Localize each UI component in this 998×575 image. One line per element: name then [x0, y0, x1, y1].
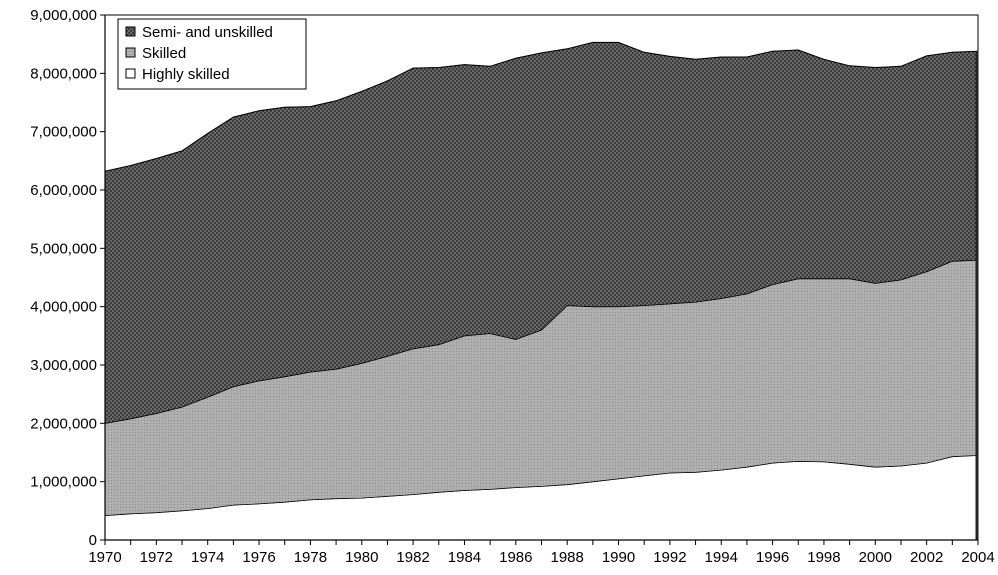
x-tick-label: 1990	[602, 549, 635, 566]
x-tick-label: 1988	[550, 549, 583, 566]
area-edge-semi-and-unskilled	[104, 41, 979, 172]
y-tick-label: 7,000,000	[30, 124, 97, 141]
x-tick-label: 1972	[140, 549, 173, 566]
x-tick-label: 1986	[499, 549, 532, 566]
x-tick-label: 1998	[807, 549, 840, 566]
x-tick-label: 1992	[653, 549, 686, 566]
x-tick-label: 1994	[705, 549, 738, 566]
legend-swatch-highly-skilled	[125, 68, 136, 79]
x-tick-label: 2004	[961, 549, 994, 566]
x-tick-label: 1996	[756, 549, 789, 566]
legend-box	[117, 18, 307, 90]
x-tick-label: 1982	[396, 549, 429, 566]
legend-swatch-skilled	[125, 47, 136, 58]
y-tick-label: 3,000,000	[30, 357, 97, 374]
y-tick-label: 5,000,000	[30, 240, 97, 257]
legend-label-highly-skilled: Highly skilled	[142, 66, 230, 83]
x-tick-label: 1978	[294, 549, 327, 566]
x-tick-label: 1970	[88, 549, 121, 566]
x-tick-label: 2002	[910, 549, 943, 566]
y-tick-label: 2,000,000	[30, 415, 97, 432]
x-tick-label: 1974	[191, 549, 224, 566]
legend-label-skilled: Skilled	[142, 45, 186, 62]
x-tick-label: 2000	[859, 549, 892, 566]
legend-label-semi-and-unskilled: Semi- and unskilled	[142, 24, 273, 41]
y-tick-label: 8,000,000	[30, 65, 97, 82]
area-highly-skilled	[105, 455, 978, 540]
x-tick-label: 1984	[448, 549, 481, 566]
y-tick-label: 9,000,000	[30, 7, 97, 24]
y-tick-label: 4,000,000	[30, 299, 97, 316]
x-tick-label: 1976	[242, 549, 275, 566]
legend-swatch-semi-and-unskilled	[125, 26, 136, 37]
x-tick-label: 1980	[345, 549, 378, 566]
y-tick-label: 0	[89, 532, 97, 549]
y-tick-label: 1,000,000	[30, 474, 97, 491]
y-tick-label: 6,000,000	[30, 182, 97, 199]
